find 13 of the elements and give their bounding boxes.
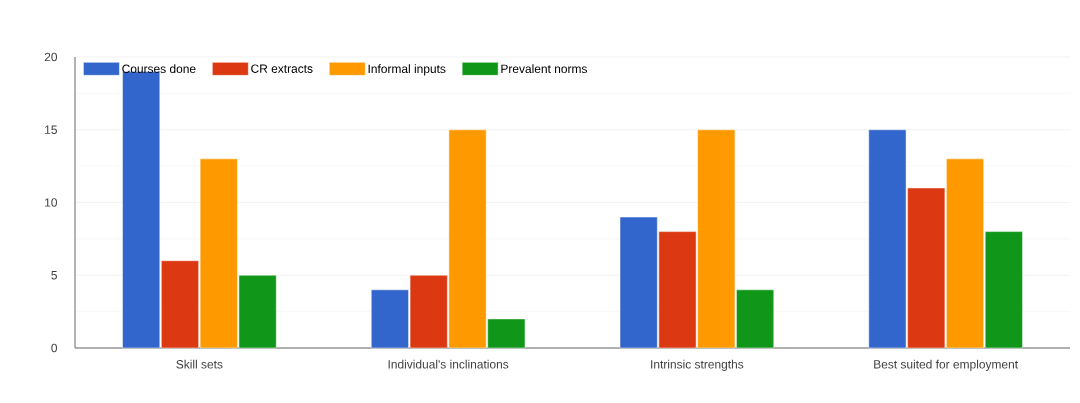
x-tick-label: Intrinsic strengths: [651, 359, 744, 371]
legend-label: Informal inputs: [368, 64, 446, 76]
x-tick-label: Individual's inclinations: [388, 359, 509, 369]
y-tick-label: 15: [45, 125, 57, 134]
y-tick-label: 20: [44, 52, 58, 62]
x-tick-label: Skill sets: [176, 359, 223, 369]
y-tick-label: 0: [51, 343, 58, 353]
legend-label: CR extracts: [251, 64, 313, 73]
legend-label: Courses done: [122, 64, 196, 74]
y-tick-label: 5: [51, 271, 57, 280]
x-tick-label: Best suited for employment: [874, 359, 1018, 371]
legend-label: Prevalent norms: [501, 64, 587, 74]
y-tick-label: 10: [45, 198, 58, 207]
